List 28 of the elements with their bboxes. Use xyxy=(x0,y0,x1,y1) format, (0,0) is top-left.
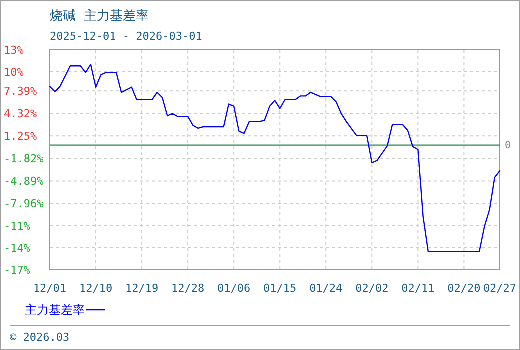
line-series xyxy=(49,64,501,252)
x-tick-label: 02/20 xyxy=(448,282,481,295)
chart-subtitle: 2025-12-01 - 2026-03-01 xyxy=(50,30,202,43)
y-tick-label: 7.39% xyxy=(4,85,38,98)
y-tick-label: 1.25% xyxy=(4,130,38,144)
legend-label: 主力基差率 xyxy=(25,303,85,317)
y-tick-label: -11% xyxy=(4,220,31,233)
x-tick-label: 01/24 xyxy=(310,282,344,295)
y-tick-label: 10% xyxy=(4,66,24,79)
y-tick-label: -14% xyxy=(4,242,31,255)
x-tick-label: 12/19 xyxy=(125,282,159,295)
x-tick-label: 02/11 xyxy=(402,282,435,295)
x-tick-label: 12/10 xyxy=(79,282,113,295)
y-tick-label: 13% xyxy=(4,44,24,57)
ref-line-label: 0 xyxy=(505,140,512,152)
x-tick-label: 12/01 xyxy=(33,282,67,295)
y-tick-label: -4.89% xyxy=(4,175,44,188)
y-tick-label: -17% xyxy=(4,264,31,277)
text: © 2026.03 xyxy=(10,331,70,344)
y-tick-label: -7.96% xyxy=(4,198,44,211)
x-tick-label: 01/15 xyxy=(264,282,297,295)
x-tick-label: 02/27 xyxy=(483,282,517,295)
y-tick-label: 4.32% xyxy=(4,108,38,121)
x-tick-label: 12/28 xyxy=(172,282,205,295)
chart-title: 烧碱 主力基差率 xyxy=(50,8,149,24)
x-tick-label: 01/06 xyxy=(218,282,251,295)
y-tick-label: -1.82% xyxy=(4,152,44,166)
x-tick-label: 02/02 xyxy=(356,282,389,295)
